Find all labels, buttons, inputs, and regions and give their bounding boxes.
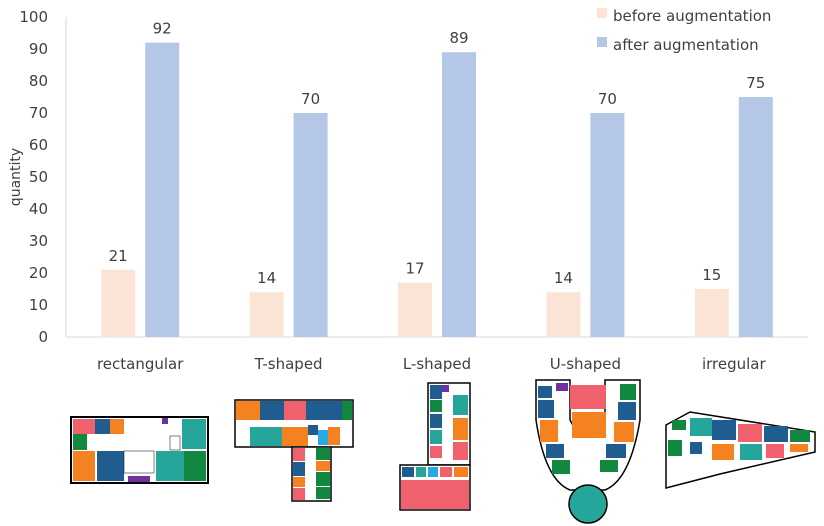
legend-label-after: after augmentation bbox=[613, 36, 759, 54]
data-label: 17 bbox=[405, 260, 424, 278]
data-label: 75 bbox=[746, 74, 765, 92]
bar-before-irregular bbox=[694, 289, 729, 337]
bar-before-rectangular bbox=[101, 269, 136, 337]
y-tick-label: 80 bbox=[29, 72, 48, 90]
y-tick-label: 0 bbox=[38, 328, 48, 346]
bar-before-l-shaped bbox=[398, 282, 432, 337]
data-label: 70 bbox=[301, 90, 320, 108]
category-label: irregular bbox=[702, 355, 767, 373]
data-label: 92 bbox=[153, 20, 172, 38]
legend-swatch-after bbox=[597, 37, 607, 47]
y-tick-label: 50 bbox=[29, 168, 48, 186]
y-tick-label: 30 bbox=[29, 232, 48, 250]
bar-after-t-shaped bbox=[293, 113, 328, 337]
floor-plan-irregular bbox=[665, 411, 816, 489]
legend: before augmentation after augmentation bbox=[597, 7, 771, 54]
data-label: 15 bbox=[702, 266, 721, 284]
legend-swatch-before bbox=[597, 8, 607, 18]
floor-plan-t-shaped bbox=[234, 399, 354, 502]
data-label: 70 bbox=[598, 90, 617, 108]
floor-plan-rectangular bbox=[70, 416, 209, 484]
bar-after-rectangular bbox=[145, 42, 180, 337]
bar-after-u-shaped bbox=[590, 113, 625, 337]
category-label: L-shaped bbox=[403, 355, 471, 373]
y-axis-title: quantity bbox=[8, 148, 24, 206]
category-label: rectangular bbox=[97, 355, 184, 373]
data-label: 21 bbox=[109, 247, 128, 265]
data-label: 14 bbox=[257, 269, 276, 287]
floor-plan-u-shaped bbox=[535, 379, 641, 524]
bar-after-l-shaped bbox=[442, 52, 476, 337]
y-tick-label: 60 bbox=[29, 136, 48, 154]
y-tick-label: 20 bbox=[29, 264, 48, 282]
data-label: 14 bbox=[554, 269, 573, 287]
legend-label-before: before augmentation bbox=[613, 7, 771, 25]
category-label: T-shaped bbox=[254, 355, 323, 373]
bars bbox=[101, 42, 773, 337]
bar-after-irregular bbox=[738, 97, 773, 337]
y-tick-labels: 0 10 20 30 40 50 60 70 80 90 100 bbox=[19, 8, 48, 346]
data-label: 89 bbox=[449, 29, 468, 47]
category-label: U-shaped bbox=[550, 355, 621, 373]
floor-plan-l-shaped bbox=[399, 382, 471, 511]
data-labels: 21 92 14 70 17 89 14 70 15 75 bbox=[109, 20, 766, 288]
y-tick-label: 90 bbox=[29, 40, 48, 58]
category-labels: rectangular T-shaped L-shaped U-shaped irreg… bbox=[97, 355, 766, 373]
y-tick-label: 100 bbox=[19, 8, 48, 26]
y-tick-label: 10 bbox=[29, 296, 48, 314]
y-tick-label: 40 bbox=[29, 200, 48, 218]
bar-before-t-shaped bbox=[249, 292, 284, 337]
y-tick-label: 70 bbox=[29, 104, 48, 122]
bar-before-u-shaped bbox=[546, 292, 581, 337]
